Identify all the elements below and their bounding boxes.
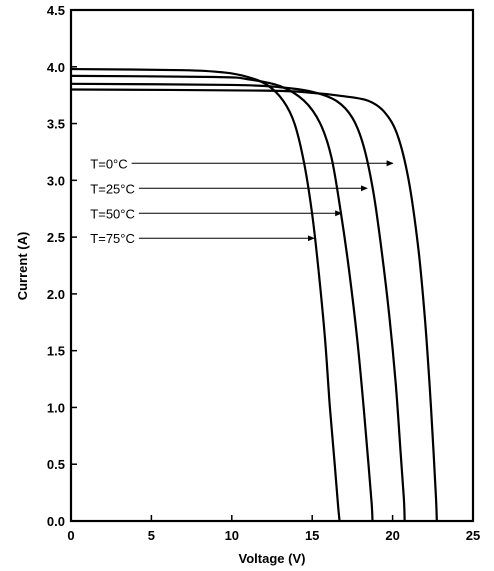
x-axis-label: Voltage (V) [239,551,306,566]
x-tick-label: 25 [466,528,480,543]
y-tick-label: 2.5 [47,230,65,245]
x-axis: 0 5 10 15 20 25 [67,515,480,543]
plot-frame [69,8,475,523]
y-tick-label: 0.0 [47,514,65,529]
y-axis: 0.0 0.5 1.0 1.5 2.0 2.5 3.0 3.5 4.0 4.5 [47,3,77,529]
y-tick-label: 1.0 [47,400,65,415]
y-tick-label: 1.5 [47,344,65,359]
series-line-0 [70,88,438,522]
annotation-label: T=0°C [90,156,127,171]
curves-group [70,67,438,522]
series-line-3 [70,67,341,522]
y-tick-label: 0.5 [47,457,65,472]
y-tick-label: 4.0 [47,60,65,75]
x-tick-label: 15 [305,528,319,543]
y-tick-label: 4.5 [47,3,65,18]
y-tick-label: 2.0 [47,287,65,302]
x-tick-label: 20 [385,528,399,543]
y-tick-label: 3.5 [47,117,65,132]
annotations-group: T=0°C T=25°C T=50°C T=75°C [90,156,394,246]
series-line-1 [70,82,406,522]
y-axis-label: Current (A) [15,232,30,301]
annotation-label: T=75°C [90,231,135,246]
annotation-label: T=50°C [90,206,135,221]
series-line-2 [70,74,374,522]
x-tick-label: 0 [67,528,74,543]
annotation-label: T=25°C [90,181,135,196]
x-tick-label: 10 [225,528,239,543]
y-tick-label: 3.0 [47,173,65,188]
x-tick-label: 5 [148,528,155,543]
